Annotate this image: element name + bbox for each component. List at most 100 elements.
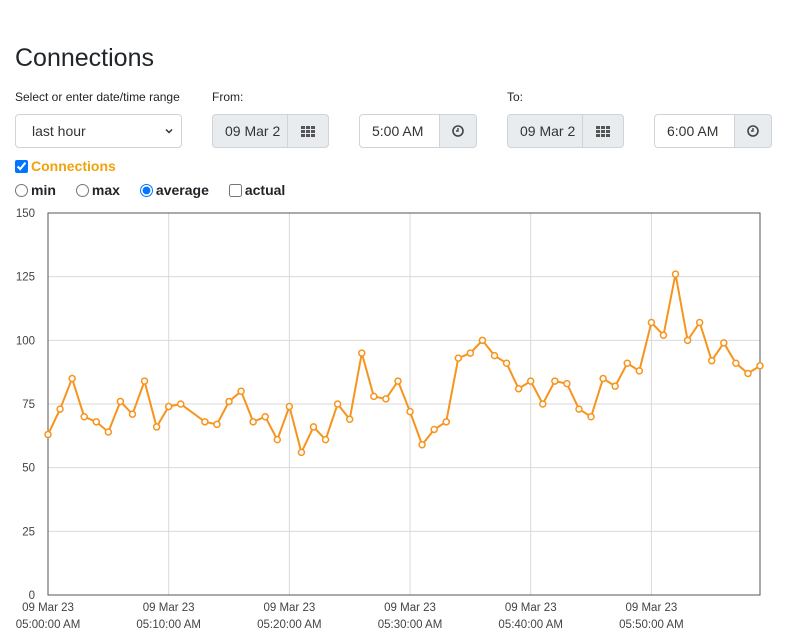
data-point [418, 440, 426, 449]
x-tick-label-date: 09 Mar 23 [22, 602, 74, 614]
data-point [237, 387, 245, 396]
data-point [370, 392, 378, 401]
from-date-picker-button[interactable] [288, 114, 329, 148]
data-point [68, 374, 76, 383]
data-point [756, 362, 764, 370]
data-point [92, 418, 101, 426]
data-point [140, 377, 149, 385]
data-point [575, 405, 583, 413]
from-label: From: [212, 90, 244, 104]
data-point [261, 412, 269, 421]
y-tick-label: 100 [16, 335, 35, 347]
data-point [309, 423, 318, 431]
average-radio[interactable] [139, 183, 153, 197]
max-label: max [91, 182, 120, 198]
range-select-value: last hour [32, 123, 86, 139]
from-date-input[interactable]: 09 Mar 2 [212, 114, 288, 148]
to-date-picker-button[interactable] [583, 114, 624, 148]
data-point [635, 367, 644, 375]
chevron-down-icon [165, 128, 173, 134]
data-point [213, 420, 221, 429]
data-point [732, 359, 740, 368]
option-min[interactable]: min [15, 182, 56, 198]
option-max[interactable]: max [75, 182, 120, 198]
clock-icon [747, 125, 759, 137]
option-actual[interactable]: actual [228, 182, 286, 198]
connections-checkbox-label[interactable]: Connections [31, 158, 116, 174]
data-point [442, 418, 450, 426]
y-tick-label: 150 [16, 208, 35, 220]
x-tick-label-time: 05:30:00 AM [378, 619, 443, 631]
data-point [44, 430, 52, 439]
data-point [707, 356, 716, 365]
data-point [551, 377, 559, 385]
data-point [128, 410, 137, 418]
x-tick-label-time: 05:00:00 AM [16, 619, 81, 631]
data-point [345, 415, 354, 424]
actual-label: actual [244, 182, 286, 198]
data-point [671, 270, 680, 278]
data-point [104, 428, 113, 436]
data-point [478, 336, 487, 345]
data-point [490, 351, 499, 360]
x-tick-label-time: 05:40:00 AM [498, 619, 563, 631]
y-tick-label: 125 [16, 272, 35, 284]
data-point [623, 359, 632, 368]
to-time-input[interactable]: 6:00 AM [654, 114, 735, 148]
plot-border [47, 212, 761, 596]
series-toggle: Connections [15, 158, 116, 174]
y-tick-label: 75 [22, 399, 35, 411]
data-point [176, 400, 185, 408]
data-point [249, 418, 257, 426]
data-point [116, 397, 125, 406]
data-point [285, 402, 294, 411]
data-point [394, 377, 402, 385]
data-point [695, 318, 704, 327]
data-point [744, 369, 752, 378]
x-tick-label-time: 05:20:00 AM [257, 619, 322, 631]
option-average[interactable]: average [139, 182, 209, 198]
connections-chart: 0 25 50 75 100 125 150 09 Mar 23 05:00:00 AM 09 M… [16, 208, 764, 631]
data-point [430, 425, 438, 434]
actual-checkbox[interactable] [228, 183, 242, 197]
data-point [539, 400, 547, 408]
data-point [358, 349, 366, 357]
data-point [382, 395, 390, 403]
to-label: To: [507, 90, 524, 104]
data-point [587, 412, 595, 421]
x-tick-label-date: 09 Mar 23 [143, 602, 195, 614]
data-point [201, 418, 209, 426]
x-tick-label-date: 09 Mar 23 [625, 602, 677, 614]
data-point [683, 336, 692, 345]
data-point [333, 400, 342, 408]
range-select[interactable]: last hour [15, 114, 182, 148]
data-point [297, 448, 306, 457]
to-date-input[interactable]: 09 Mar 2 [507, 114, 583, 148]
from-time-picker-button[interactable] [440, 114, 477, 148]
data-point [80, 412, 88, 421]
data-point [599, 374, 607, 383]
x-tick-label-time: 05:50:00 AM [619, 619, 684, 631]
to-time-picker-button[interactable] [735, 114, 772, 148]
from-time-input[interactable]: 5:00 AM [359, 114, 440, 148]
data-point [526, 377, 535, 385]
data-point [466, 349, 475, 357]
min-radio[interactable] [15, 183, 28, 197]
max-radio[interactable] [75, 183, 89, 197]
average-label: average [155, 182, 209, 198]
page-title: Connections [15, 44, 154, 72]
range-label: Select or enter date/time range [15, 90, 180, 104]
y-tick-label: 50 [22, 463, 35, 475]
min-label: min [31, 182, 56, 198]
data-point [514, 384, 523, 393]
data-point [647, 318, 656, 327]
connections-checkbox[interactable] [15, 159, 28, 173]
data-point [56, 405, 64, 413]
data-point [273, 435, 282, 444]
data-point [563, 379, 571, 388]
data-point [720, 339, 728, 347]
data-point [406, 407, 414, 416]
clock-icon [452, 125, 464, 137]
data-point [454, 354, 463, 362]
aggregation-options: min max average actual [15, 182, 305, 198]
